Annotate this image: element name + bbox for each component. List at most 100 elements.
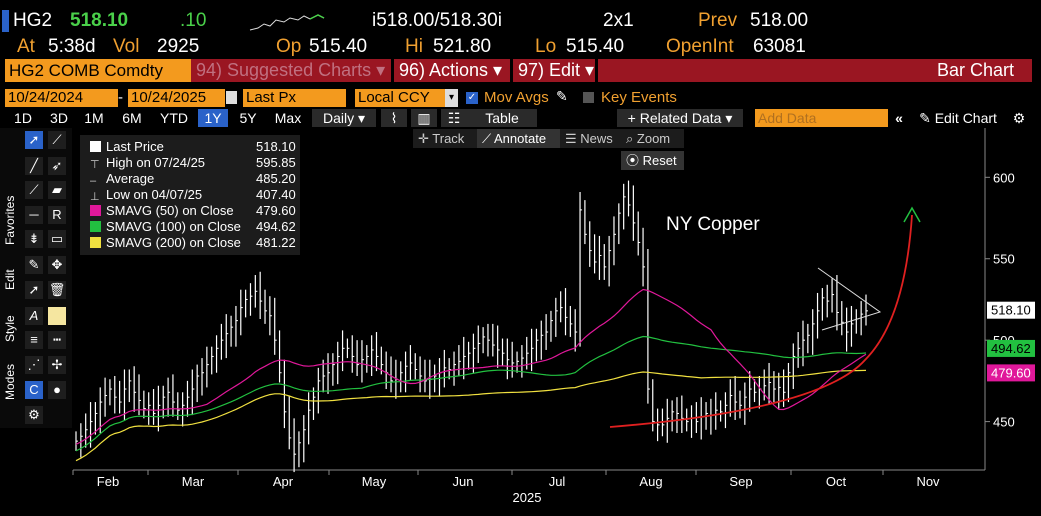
- period-3d[interactable]: 3D: [50, 110, 68, 126]
- mov-avgs-checkbox[interactable]: ✓: [466, 92, 478, 104]
- mov-avgs-label[interactable]: Mov Avgs: [484, 89, 549, 106]
- net-change: .10: [180, 10, 207, 31]
- horizontal-line-icon[interactable]: ─: [25, 206, 43, 224]
- magnet-mode-icon[interactable]: C: [25, 381, 43, 399]
- prev-value: 518.00: [750, 10, 809, 31]
- key-events-checkbox[interactable]: [583, 92, 594, 103]
- text-style-icon[interactable]: A: [25, 307, 43, 325]
- x-tick-label: May: [362, 474, 387, 489]
- related-data-button[interactable]: + Related Data ▾: [617, 109, 743, 127]
- price-tag: [987, 339, 1035, 357]
- x-tick-label: Jul: [549, 474, 566, 489]
- command-bar: [191, 59, 1032, 82]
- volume: 2925: [157, 36, 200, 57]
- track-button[interactable]: ✛ Track: [413, 129, 480, 148]
- triangle-pattern: [817, 267, 882, 331]
- line-width-icon[interactable]: ≡: [25, 331, 43, 349]
- ray-icon[interactable]: ⟋: [25, 181, 43, 199]
- security-field[interactable]: HG2 COMB Comdty: [5, 59, 191, 82]
- line-style-icon[interactable]: ┅: [48, 331, 66, 349]
- last-price: 518.10: [70, 10, 129, 31]
- period-1m[interactable]: 1M: [84, 110, 104, 126]
- news-button[interactable]: ☰ News: [560, 129, 623, 148]
- bar-chart-icon[interactable]: ▥: [411, 109, 437, 127]
- chart-type-title: Bar Chart: [937, 60, 1015, 80]
- settings-gear-icon[interactable]: ⚙: [25, 406, 43, 424]
- retracement-icon[interactable]: R: [48, 206, 66, 224]
- x-tick-label: Apr: [273, 474, 294, 489]
- rectangle-icon[interactable]: ▭: [48, 230, 66, 248]
- fill-color-icon[interactable]: [48, 307, 66, 325]
- reset-button[interactable]: ⦿ Reset: [621, 151, 684, 170]
- average-marker-icon: –: [90, 175, 97, 187]
- x-tick-label: Oct: [826, 474, 847, 489]
- legend-label: Average: [106, 171, 155, 186]
- legend-label: Last Price: [106, 139, 164, 154]
- price-tag-label: 479.60: [991, 365, 1031, 380]
- chevron-down-icon[interactable]: ▾: [445, 89, 458, 107]
- snap-mode-icon[interactable]: ✢: [48, 356, 66, 374]
- reset-label: Reset: [642, 153, 677, 168]
- legend-value: 518.10: [256, 139, 296, 154]
- x-tick-label: Feb: [97, 474, 119, 489]
- legend-swatch: [90, 237, 101, 248]
- trash-icon[interactable]: 🗑: [48, 281, 66, 299]
- high-marker-icon: ⊤: [90, 159, 100, 171]
- date-dash: -: [118, 89, 123, 106]
- table-button[interactable]: Table: [467, 109, 537, 127]
- legend-swatch: [90, 221, 101, 232]
- trend-curve: [609, 214, 913, 428]
- period-1d[interactable]: 1D: [14, 110, 32, 126]
- pencil-icon[interactable]: ✎: [556, 88, 568, 104]
- legend-swatch: [90, 141, 101, 152]
- legend-label: SMAVG (100) on Close: [106, 219, 241, 234]
- period-ytd[interactable]: YTD: [160, 110, 188, 126]
- line-chart-icon[interactable]: ⌇: [381, 109, 407, 127]
- period-1y[interactable]: 1Y: [198, 109, 228, 127]
- annotate-label: Annotate: [494, 131, 547, 146]
- frequency-select[interactable]: Daily ▾: [312, 109, 376, 127]
- fib-icon[interactable]: ⇟: [25, 230, 43, 248]
- currency-select[interactable]: Local CCY: [355, 89, 448, 107]
- price-tag-label: 518.10: [991, 303, 1031, 318]
- period-5y[interactable]: 5Y: [239, 110, 257, 126]
- draw-line-icon[interactable]: ⟋: [48, 131, 66, 149]
- arrow-line-icon[interactable]: ➶: [48, 157, 66, 175]
- legend-swatch: [90, 205, 101, 216]
- pointer-icon[interactable]: ➚: [25, 131, 43, 149]
- end-date-field[interactable]: 10/24/2025: [128, 89, 225, 107]
- calendar-icon[interactable]: [226, 91, 237, 104]
- year-label: 2025: [513, 490, 542, 505]
- select-icon[interactable]: ➚: [25, 281, 43, 299]
- ticker: HG2: [13, 10, 53, 31]
- channel-icon[interactable]: ▰: [48, 181, 66, 199]
- zoom-button[interactable]: ⌕ Zoom: [621, 129, 684, 148]
- gear-icon[interactable]: ⚙: [1012, 110, 1026, 126]
- legend-high: ⊤ High on 07/24/25: [90, 155, 205, 171]
- crosshair-mode-icon[interactable]: ⋰: [25, 356, 43, 374]
- trendline-icon[interactable]: ╱: [25, 157, 43, 175]
- legend-value: 479.60: [256, 203, 296, 218]
- legend-label: SMAVG (50) on Close: [106, 203, 234, 218]
- edit-button[interactable]: 97) Edit ▾: [518, 60, 595, 80]
- actions-button[interactable]: 96) Actions ▾: [399, 60, 503, 80]
- collapse-icon[interactable]: «: [895, 110, 903, 126]
- add-data-input[interactable]: Add Data: [755, 109, 888, 127]
- pen-icon[interactable]: ✎: [25, 256, 43, 274]
- legend-average: – Average: [90, 171, 154, 187]
- table-icon[interactable]: ☷: [441, 109, 467, 127]
- suggested-charts-button[interactable]: 94) Suggested Charts ▾: [196, 60, 386, 80]
- move-icon[interactable]: ✥: [48, 256, 66, 274]
- start-date-field[interactable]: 10/24/2024: [5, 89, 118, 107]
- period-6m[interactable]: 6M: [122, 110, 142, 126]
- period-max[interactable]: Max: [274, 110, 302, 126]
- annotate-button[interactable]: ⟋ Annotate: [477, 129, 562, 148]
- legend-label: SMAVG (200) on Close: [106, 235, 241, 250]
- divider: [510, 59, 513, 82]
- key-events-label[interactable]: Key Events: [601, 89, 677, 106]
- edit-chart-button[interactable]: ✎ Edit Chart: [912, 109, 1004, 127]
- field-select[interactable]: Last Px: [243, 89, 346, 107]
- colors-mode-icon[interactable]: ●: [48, 381, 66, 399]
- legend-value: 485.20: [256, 171, 296, 186]
